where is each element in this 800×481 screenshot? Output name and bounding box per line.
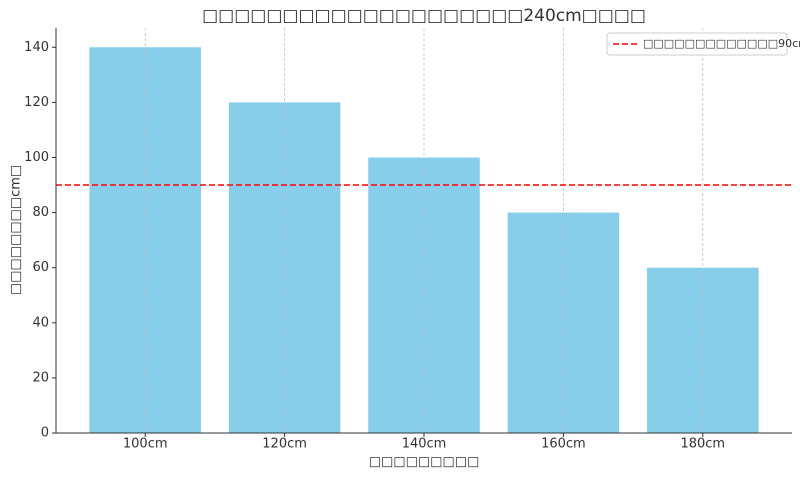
- x-tick-label: 180cm: [680, 437, 725, 452]
- legend-label: □□□□□□□□□□□□□90cm□□□: [643, 37, 800, 50]
- chart-title: □□□□□□□□□□□□□□□□□□□□240cm□□□□: [202, 6, 646, 26]
- x-tick-label: 140cm: [402, 437, 447, 452]
- y-axis-label: □□□□□□□□cm□: [9, 165, 24, 295]
- bar: [228, 102, 341, 433]
- y-tick-label: 120: [24, 95, 49, 110]
- x-tick-label: 120cm: [262, 437, 307, 452]
- y-tick-label: 40: [32, 315, 49, 330]
- axes: [55, 28, 792, 434]
- y-tick-label: 60: [32, 260, 49, 275]
- x-tick-label: 100cm: [123, 437, 168, 452]
- y-tick-label: 20: [32, 370, 49, 385]
- x-axis-label: □□□□□□□□□: [369, 455, 480, 470]
- y-tick-label: 80: [32, 205, 49, 220]
- y-tick-label: 0: [41, 426, 49, 441]
- y-tick-label: 100: [24, 150, 49, 165]
- x-tick-label: 160cm: [541, 437, 586, 452]
- legend-box: [606, 32, 788, 56]
- y-tick-label: 140: [24, 40, 49, 55]
